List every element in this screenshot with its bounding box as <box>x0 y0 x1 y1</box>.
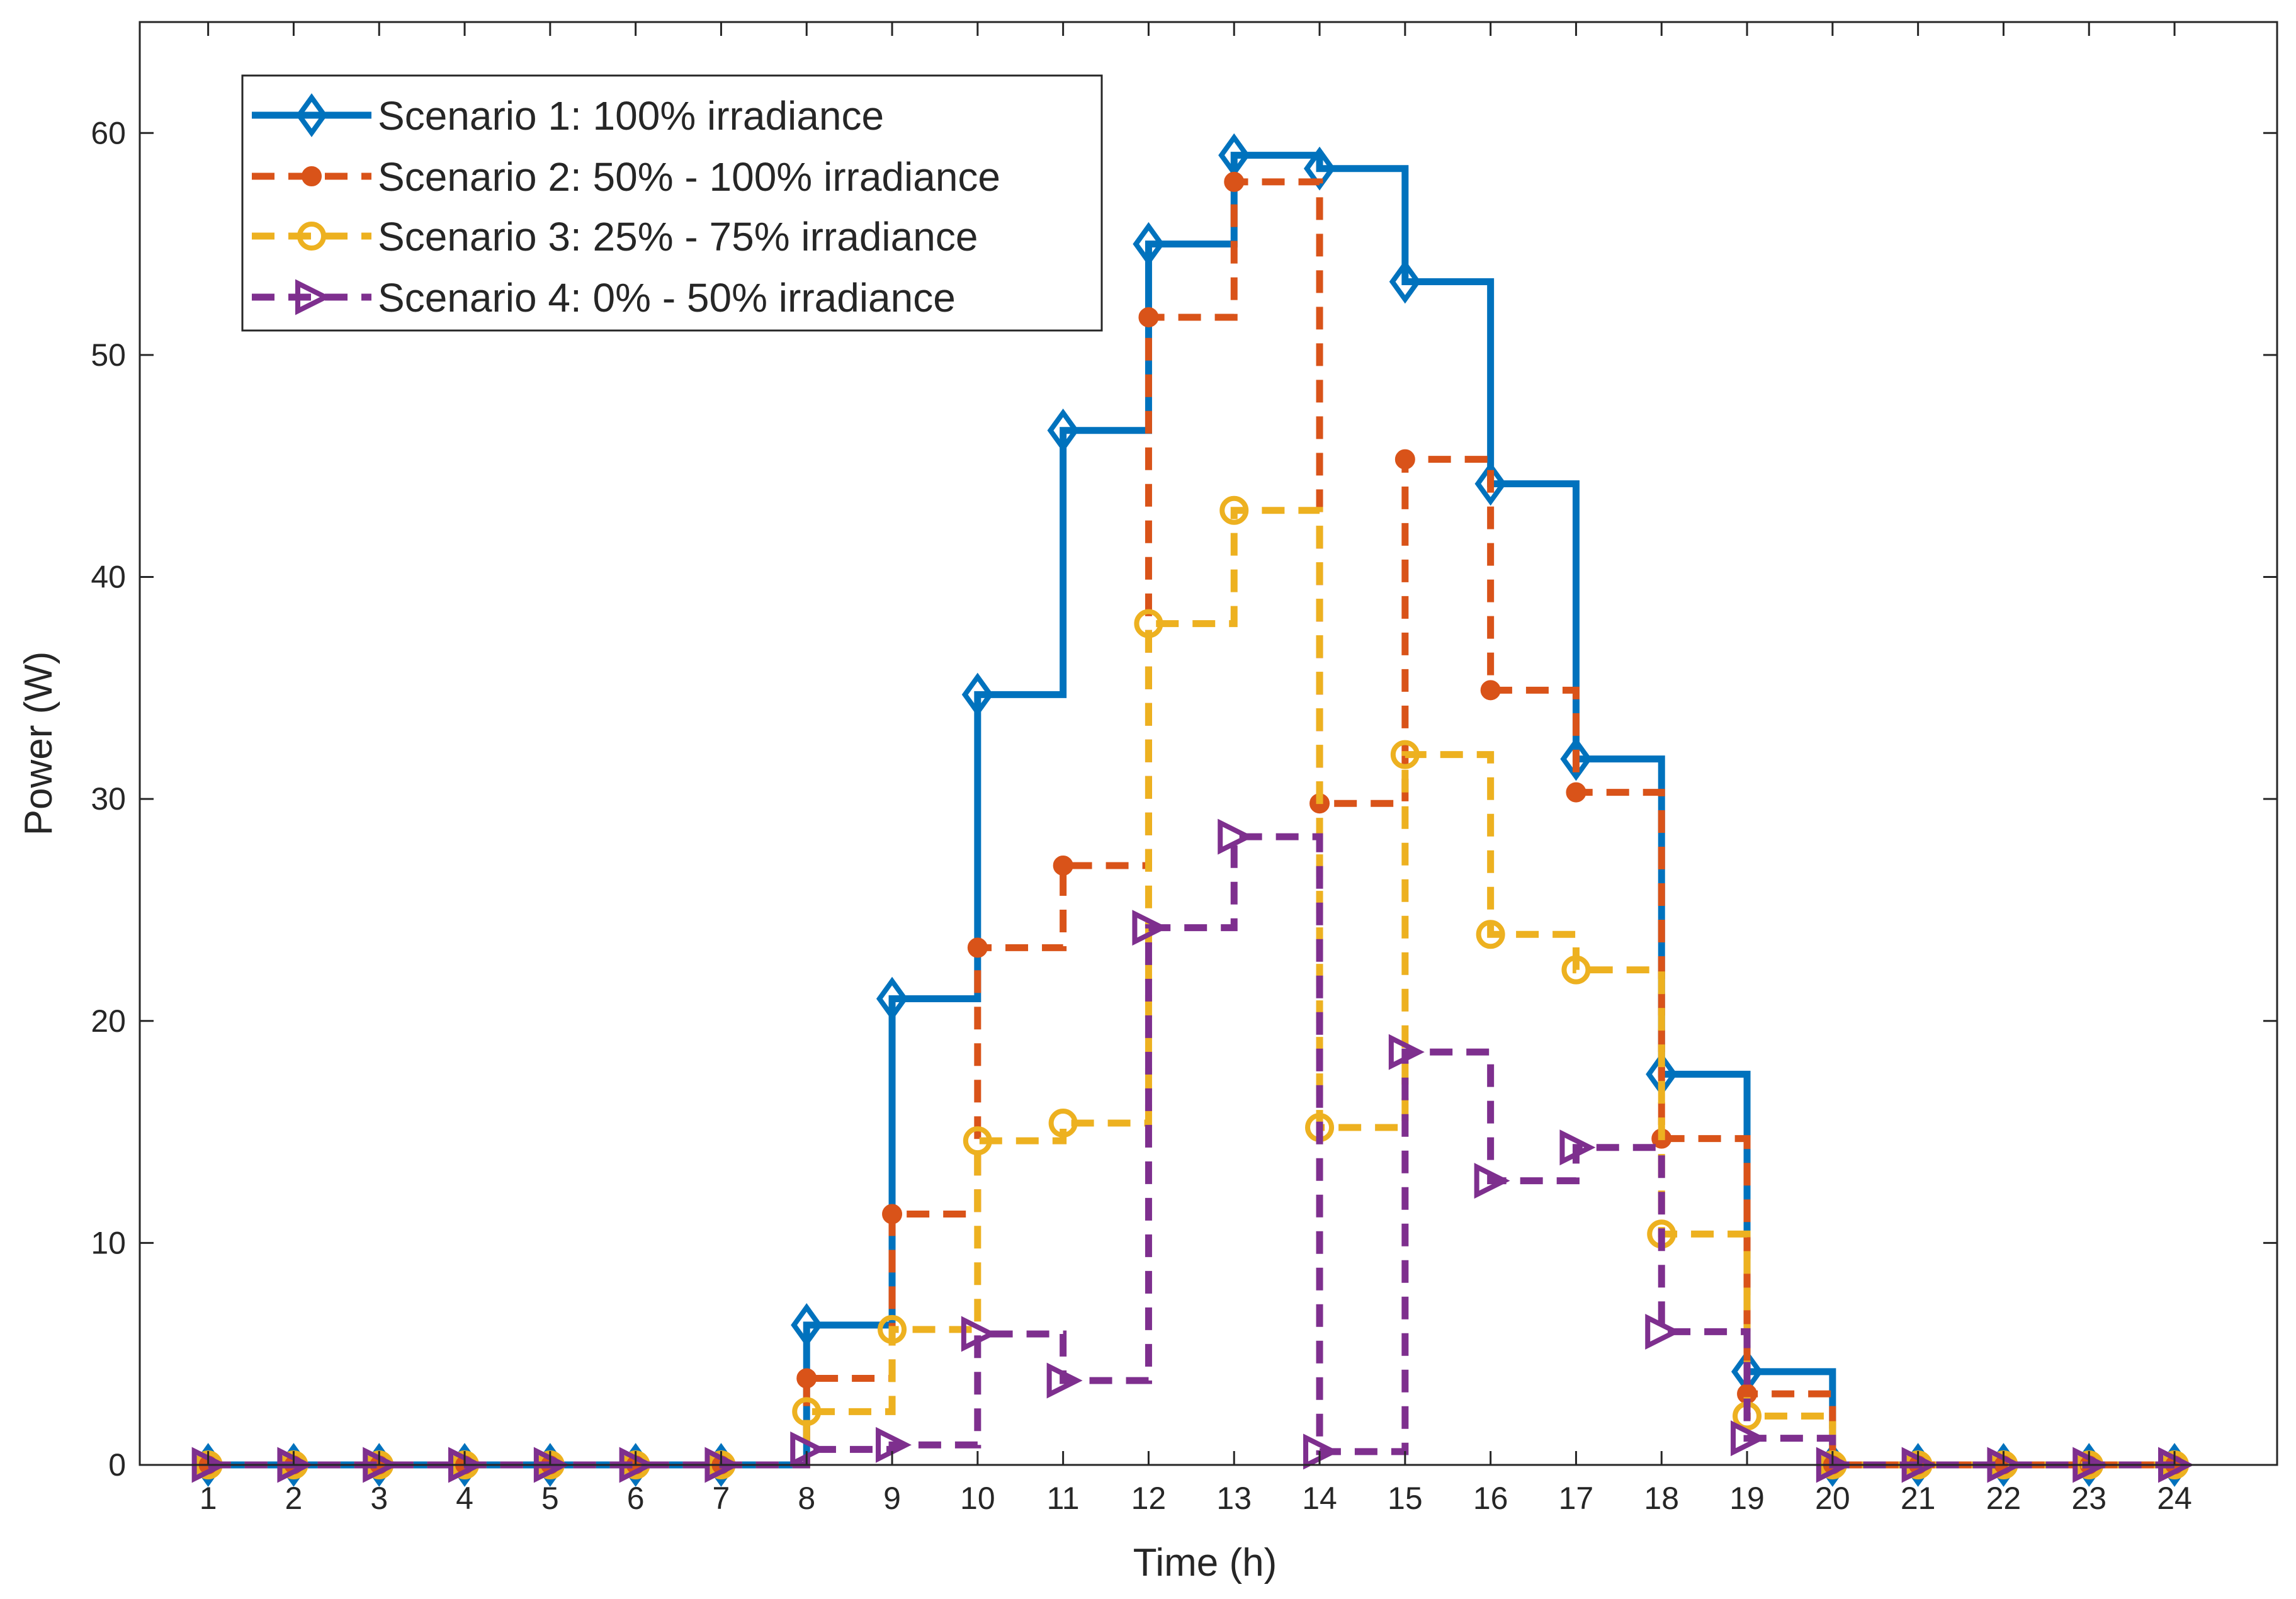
legend-marker-symbol <box>295 279 331 315</box>
data-point-scenario-4 <box>1731 1420 1767 1457</box>
y-tick-label: 50 <box>91 337 126 373</box>
y-tick-label: 60 <box>91 115 126 150</box>
legend-entry-4: Scenario 4: 0% - 50% irradiance <box>252 275 956 320</box>
data-point-scenario-4 <box>1645 1313 1682 1350</box>
data-point-scenario-3 <box>792 1397 822 1427</box>
data-point-scenario-4 <box>1132 910 1168 946</box>
data-point-scenario-1 <box>1133 222 1165 266</box>
y-axis-title: Power (W) <box>17 652 60 836</box>
legend-label-2: Scenario 2: 50% - 100% irradiance <box>378 154 1000 200</box>
data-point-scenario-2 <box>967 937 988 958</box>
data-point-scenario-4 <box>1218 818 1254 855</box>
legend: Scenario 1: 100% irradiance Scenario 2: … <box>241 74 1103 332</box>
legend-marker-1 <box>295 93 328 137</box>
legend-marker-symbol <box>302 166 322 186</box>
data-point-scenario-3 <box>1134 609 1163 638</box>
x-tick-label: 9 <box>883 1481 901 1516</box>
data-point-scenario-2 <box>1394 449 1415 470</box>
data-point-scenario-3 <box>878 1314 907 1344</box>
data-point-scenario-4 <box>1474 1163 1510 1199</box>
data-point-scenario-1 <box>791 1303 823 1347</box>
x-tick-label: 23 <box>2071 1481 2107 1516</box>
data-point-scenario-2 <box>1480 680 1501 701</box>
data-point-scenario-4 <box>1388 1034 1425 1070</box>
data-point-scenario-3 <box>963 1126 992 1156</box>
y-tick-label: 20 <box>91 1003 126 1039</box>
x-tick-label: 5 <box>541 1481 559 1516</box>
x-tick-label: 16 <box>1473 1481 1508 1516</box>
ticks-layer: 1 2 3 4 5 6 7 8 9 10 11 12 13 14 15 16 17 18 19 20 21 22 23 240… <box>91 22 2277 1516</box>
data-point-scenario-2 <box>796 1368 817 1389</box>
x-tick-label: 15 <box>1388 1481 1423 1516</box>
data-point-scenario-4 <box>961 1316 997 1352</box>
legend-label-4: Scenario 4: 0% - 50% irradiance <box>378 275 956 320</box>
data-point-scenario-1 <box>1474 461 1507 506</box>
legend-entry-2: Scenario 2: 50% - 100% irradiance <box>252 154 1000 200</box>
x-tick-label: 17 <box>1559 1481 1594 1516</box>
data-point-scenario-3 <box>1048 1108 1078 1138</box>
data-point-scenario-1 <box>961 672 993 717</box>
data-point-scenario-4 <box>1559 1129 1596 1166</box>
data-point-scenario-3 <box>1390 740 1420 769</box>
data-point-scenario-3 <box>1561 955 1591 985</box>
x-tick-label: 20 <box>1815 1481 1850 1516</box>
x-tick-label: 10 <box>960 1481 995 1516</box>
x-tick-label: 2 <box>285 1481 303 1516</box>
legend-marker-symbol <box>297 222 326 251</box>
x-tick-label: 1 <box>200 1481 217 1516</box>
x-tick-label: 3 <box>370 1481 388 1516</box>
legend-marker-3 <box>297 222 326 251</box>
x-tick-label: 14 <box>1302 1481 1337 1516</box>
legend-entry-3: Scenario 3: 25% - 75% irradiance <box>252 214 978 259</box>
data-point-scenario-1 <box>876 976 908 1021</box>
x-tick-label: 12 <box>1131 1481 1167 1516</box>
data-point-scenario-2 <box>1138 307 1159 327</box>
data-point-scenario-3 <box>1219 495 1249 525</box>
x-tick-label: 21 <box>1901 1481 1936 1516</box>
y-tick-label: 0 <box>108 1447 126 1483</box>
y-tick-label: 10 <box>91 1225 126 1260</box>
x-tick-label: 18 <box>1644 1481 1679 1516</box>
data-point-scenario-1 <box>1560 737 1592 781</box>
data-point-scenario-1 <box>1303 146 1336 191</box>
x-tick-label: 11 <box>1047 1481 1080 1516</box>
x-tick-label: 4 <box>456 1481 473 1516</box>
data-point-scenario-2 <box>1053 855 1073 876</box>
data-point-scenario-1 <box>1047 408 1079 453</box>
legend-entry-1: Scenario 1: 100% irradiance <box>252 93 884 138</box>
x-tick-label: 13 <box>1216 1481 1252 1516</box>
data-point-scenario-2 <box>1224 171 1245 192</box>
legend-marker-4 <box>295 279 331 315</box>
data-point-scenario-4 <box>1046 1362 1083 1399</box>
data-point-scenario-3 <box>1476 920 1505 949</box>
y-tick-label: 40 <box>91 560 126 595</box>
x-tick-label: 6 <box>627 1481 645 1516</box>
data-point-scenario-2 <box>1566 782 1586 803</box>
y-tick-label: 30 <box>91 781 126 816</box>
x-axis-title: Time (h) <box>1133 1541 1277 1585</box>
legend-marker-symbol <box>295 93 328 137</box>
data-point-scenario-2 <box>882 1204 903 1224</box>
axes-box <box>139 21 2278 1466</box>
data-point-scenario-1 <box>1389 259 1421 304</box>
x-tick-label: 19 <box>1729 1481 1765 1516</box>
legend-marker-2 <box>302 166 322 186</box>
x-tick-label: 7 <box>713 1481 730 1516</box>
x-tick-label: 22 <box>1986 1481 2022 1516</box>
legend-label-1: Scenario 1: 100% irradiance <box>378 93 884 138</box>
legend-box <box>241 74 1103 332</box>
legend-label-3: Scenario 3: 25% - 75% irradiance <box>378 214 978 259</box>
x-tick-label: 24 <box>2157 1481 2192 1516</box>
x-tick-label: 8 <box>798 1481 815 1516</box>
